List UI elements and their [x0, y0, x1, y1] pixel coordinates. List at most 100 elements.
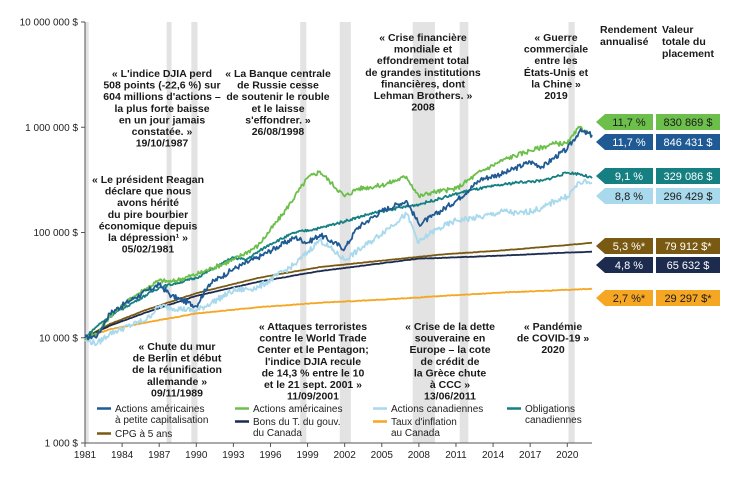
annotation-2-line-4: s'effondrer. »	[245, 114, 311, 126]
annotation-3-line-3: de grandes institutions	[365, 67, 481, 79]
annotation-2-line-2: de soutenir le rouble	[226, 91, 329, 103]
annotation-3-line-5: Lehman Brothers. »	[374, 90, 473, 102]
annotation-6-line-1: contre le World Trade	[259, 333, 366, 345]
annotation-7-line-0: « Crise de la dette	[405, 321, 495, 333]
annotation-1-line-2: 604 millions d'actions –	[103, 91, 221, 103]
value-tag-6	[656, 290, 720, 306]
legend-label-3-line-1: canadiennes	[525, 415, 582, 426]
legend-label-5-line-0: Bons du T. du gouv.	[253, 417, 340, 428]
x-tick-label-0: 1981	[74, 450, 97, 461]
annotation-6-line-4: de 14,3 % entre le 10	[262, 367, 365, 379]
rate-value-6: 2,7 %*	[613, 293, 646, 305]
result-tag-6: 2,7 %* 29 297 $*	[596, 290, 720, 306]
annotation-4-line-5: 2019	[544, 90, 568, 102]
y-tick-label-2: 100 000 $	[34, 228, 79, 239]
result-tag-0: 11,7 % 830 869 $	[596, 114, 720, 130]
x-tick-label-6: 1999	[296, 450, 319, 461]
shaded-period-4	[339, 22, 351, 443]
series-line-5	[84, 250, 592, 339]
x-tick-label-11: 2014	[482, 450, 505, 461]
annotation-0-line-5: la dépression¹ »	[108, 232, 188, 244]
rate-tag-3	[596, 188, 653, 204]
annotation-0-line-4: économique depuis	[99, 220, 198, 232]
legend-label-5-line-1: du Canada	[253, 428, 302, 439]
series-lines	[84, 125, 593, 347]
legend-label-4-line-0: CPG à 5 ans	[115, 429, 172, 440]
shaded-period-0	[85, 22, 89, 443]
annotation-1-line-5: constatée. »	[132, 126, 193, 138]
total-value-0: 830 869 $	[664, 117, 713, 129]
value-tag-2	[656, 168, 720, 184]
annotation-0-line-1: déclare que nous	[105, 186, 192, 198]
rate-tag-6	[596, 290, 653, 306]
rate-value-0: 11,7 %	[612, 117, 646, 129]
annotation-0-line-2: avons hérité	[117, 197, 179, 209]
annotation-5-line-2: de la réunification	[132, 364, 222, 376]
annotation-4-line-0: « Guerre	[534, 32, 577, 44]
annotation-1-line-1: 508 points (-22,6 %) sur	[103, 80, 220, 92]
annotation-0-line-6: 05/02/1981	[122, 244, 175, 256]
annotation-6-line-5: et le 21 sept. 2001 »	[264, 379, 362, 391]
annotation-5-line-1: de Berlin et début	[133, 353, 222, 365]
annotation-8-line-0: « Pandémie	[524, 321, 583, 333]
shaded-period-6	[459, 22, 469, 443]
x-tick-label-4: 1993	[222, 450, 245, 461]
annotation-4-line-4: la Chine »	[531, 78, 581, 90]
legend-label-2-line-0: Actions canadiennes	[391, 404, 483, 415]
result-tag-1: 11,7 % 846 431 $	[596, 134, 720, 150]
annotation-6-line-2: Center et le Pentagon;	[257, 344, 368, 356]
annotation-0-line-3: du pire bourbier	[108, 209, 189, 221]
legend-label-1-line-0: Actions américaines	[253, 404, 342, 415]
rate-header-line-1: annualisé	[600, 36, 649, 48]
annotation-6-line-3: l'indice DJIA recule	[265, 356, 361, 368]
shaded-period-5	[412, 22, 435, 443]
legend-item-4: CPG à 5 ans	[97, 429, 172, 440]
x-axis-ticks: 1981 1984 1987 1990 1993 1996 1999 2002 2005 2008…	[74, 443, 579, 461]
shaded-period-7	[568, 22, 575, 443]
rate-tag-5	[596, 257, 653, 273]
result-tag-5: 4,8 % 65 632 $	[596, 257, 720, 273]
series-line-2	[84, 178, 593, 347]
annotation-7-line-4: la Grèce chute	[414, 367, 487, 379]
rate-header-line-0: Rendement	[600, 24, 658, 36]
value-tag-1	[656, 134, 720, 150]
annotation-3-line-4: financières, dont	[381, 78, 466, 90]
value-tag-5	[656, 257, 720, 273]
shaded-period-3	[300, 22, 307, 443]
x-tick-label-2: 1987	[148, 450, 171, 461]
annotation-1-line-3: la plus forte baisse	[114, 103, 209, 115]
y-tick-label-4: 1 000 $	[45, 439, 79, 450]
annotation-6-line-6: 11/09/2001	[287, 391, 339, 403]
legend-label-6-line-0: Taux d'inflation	[391, 417, 457, 428]
rate-value-1: 11,7 %	[612, 137, 646, 149]
rate-tag-2	[596, 168, 653, 184]
total-value-4: 79 912 $*	[664, 241, 712, 253]
annotation-2-line-0: « La Banque centrale	[225, 68, 331, 80]
x-tick-label-7: 2002	[334, 450, 357, 461]
annotation-6-line-0: « Attaques terroristes	[259, 321, 367, 333]
rate-value-4: 5,3 %*	[613, 241, 646, 253]
rate-tag-0	[596, 114, 653, 130]
x-tick-label-1: 1984	[111, 450, 134, 461]
annotation-5-line-0: « Chute du mur	[138, 341, 215, 353]
legend-item-2: Actions canadiennes	[373, 404, 483, 415]
annotation-7-line-2: Europe – la cote	[409, 344, 490, 356]
x-tick-label-10: 2011	[445, 450, 467, 461]
legend-label-0-line-0: Actions américaines	[115, 404, 204, 415]
annotation-7-line-6: 13/06/2011	[424, 391, 476, 403]
total-value-5: 65 632 $	[667, 260, 710, 272]
series-line-3	[84, 171, 593, 339]
legend-label-6-line-1: au Canada	[391, 428, 440, 439]
annotation-2-line-1: de Russie cesse	[237, 80, 319, 92]
total-value-3: 296 429 $	[664, 191, 713, 203]
annotation-2-line-5: 26/08/1998	[252, 126, 305, 138]
